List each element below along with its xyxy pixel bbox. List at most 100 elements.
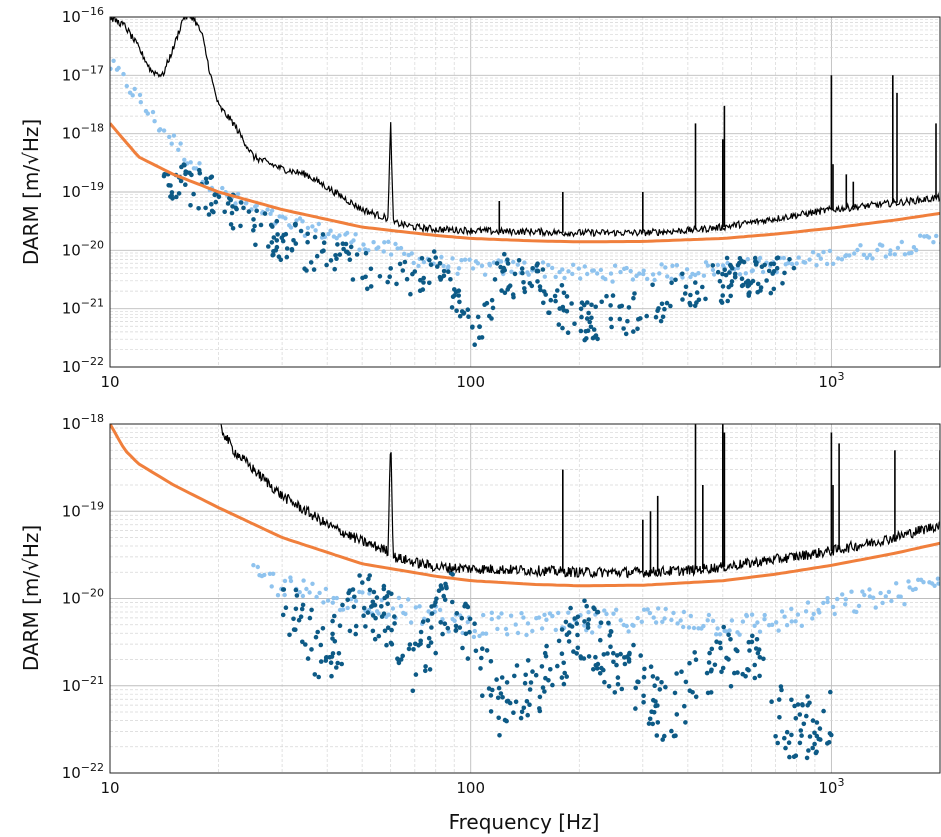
- light-data-point: [858, 243, 863, 248]
- dark-data-point: [278, 257, 284, 263]
- dark-data-point: [429, 625, 434, 630]
- dark-data-point: [595, 609, 601, 615]
- light-data-point: [831, 261, 836, 266]
- light-data-point: [542, 274, 547, 279]
- light-data-point: [635, 615, 640, 621]
- light-data-point: [331, 595, 336, 601]
- dark-data-point: [472, 621, 477, 626]
- light-data-point: [334, 236, 339, 241]
- dark-data-point: [411, 647, 416, 652]
- dark-data-point: [646, 721, 652, 726]
- dark-data-point: [775, 740, 780, 746]
- light-data-point: [111, 58, 116, 63]
- dark-data-point: [318, 642, 324, 648]
- dark-data-point: [441, 268, 447, 274]
- dark-data-point: [615, 675, 621, 680]
- light-data-point: [317, 590, 322, 596]
- light-data-point: [301, 578, 306, 583]
- dark-data-point: [385, 601, 391, 607]
- dark-data-point: [727, 270, 732, 275]
- light-data-point: [612, 263, 618, 268]
- light-data-point: [691, 625, 697, 631]
- dark-data-point: [413, 641, 418, 647]
- dark-data-point: [388, 266, 394, 271]
- light-data-point: [899, 239, 904, 245]
- light-data-point: [393, 241, 398, 247]
- dark-data-point: [307, 615, 313, 621]
- light-data-point: [843, 597, 848, 602]
- light-data-point: [770, 622, 775, 627]
- dark-data-point: [465, 604, 471, 610]
- dark-data-point: [527, 687, 533, 692]
- dark-data-point: [498, 264, 503, 270]
- light-data-point: [743, 271, 748, 276]
- light-data-point: [566, 269, 571, 274]
- light-data-point: [645, 276, 650, 282]
- dark-data-point: [314, 253, 320, 259]
- dark-data-point: [386, 590, 391, 595]
- light-data-point: [789, 619, 794, 624]
- dark-data-point: [814, 749, 819, 755]
- dark-data-point: [799, 733, 804, 738]
- dark-data-point: [647, 716, 653, 722]
- y-axis-label: DARM [m/√Hz]: [19, 119, 43, 265]
- light-data-point: [550, 613, 555, 619]
- dark-data-point: [575, 645, 581, 651]
- dark-data-point: [617, 304, 622, 309]
- light-data-point: [873, 605, 878, 610]
- dark-data-point: [719, 669, 724, 675]
- light-data-point: [357, 247, 362, 252]
- dark-data-point: [300, 602, 306, 608]
- dark-data-point: [505, 257, 510, 263]
- dark-data-point: [710, 263, 716, 268]
- light-data-point: [121, 71, 126, 77]
- light-data-point: [282, 592, 287, 598]
- dark-data-point: [456, 293, 462, 298]
- light-data-point: [656, 606, 661, 611]
- dark-data-point: [556, 638, 562, 644]
- dark-data-point: [588, 324, 594, 330]
- dark-data-point: [496, 685, 502, 691]
- light-data-point: [825, 599, 830, 605]
- dark-data-point: [477, 324, 483, 330]
- dark-data-point: [770, 271, 775, 276]
- light-data-point: [814, 263, 819, 268]
- light-data-point: [530, 628, 535, 634]
- light-data-point: [871, 595, 876, 600]
- dark-data-point: [330, 631, 335, 637]
- dark-data-point: [327, 655, 332, 660]
- light-data-point: [362, 247, 368, 252]
- dark-data-point: [334, 256, 339, 262]
- dark-data-point: [521, 280, 526, 285]
- light-data-point: [398, 603, 404, 609]
- dark-data-point: [271, 249, 276, 254]
- dark-data-point: [672, 690, 678, 696]
- dark-data-point: [807, 734, 813, 739]
- dark-data-point: [755, 650, 761, 656]
- dark-data-point: [465, 656, 471, 661]
- light-data-point: [526, 272, 531, 277]
- dark-data-point: [251, 228, 256, 233]
- light-data-point: [137, 92, 143, 98]
- dark-data-point: [289, 247, 295, 252]
- dark-data-point: [346, 590, 351, 596]
- light-data-point: [909, 250, 914, 255]
- light-data-point: [598, 267, 604, 273]
- dark-data-point: [584, 316, 590, 321]
- dark-data-point: [228, 197, 233, 203]
- light-data-point: [597, 624, 602, 629]
- dark-data-point: [370, 628, 376, 634]
- light-data-point: [774, 620, 779, 625]
- dark-data-point: [497, 733, 502, 738]
- dark-data-point: [406, 646, 412, 652]
- light-data-point: [409, 251, 414, 256]
- dark-data-point: [537, 708, 543, 714]
- x-tick-label: 100: [456, 373, 485, 391]
- light-data-point: [197, 161, 202, 166]
- dark-data-point: [537, 284, 543, 289]
- y-tick-label: 10−18: [62, 412, 104, 433]
- dark-data-point: [339, 661, 345, 667]
- dark-data-point: [296, 617, 302, 623]
- dark-data-point: [618, 651, 623, 657]
- dark-data-point: [181, 162, 187, 167]
